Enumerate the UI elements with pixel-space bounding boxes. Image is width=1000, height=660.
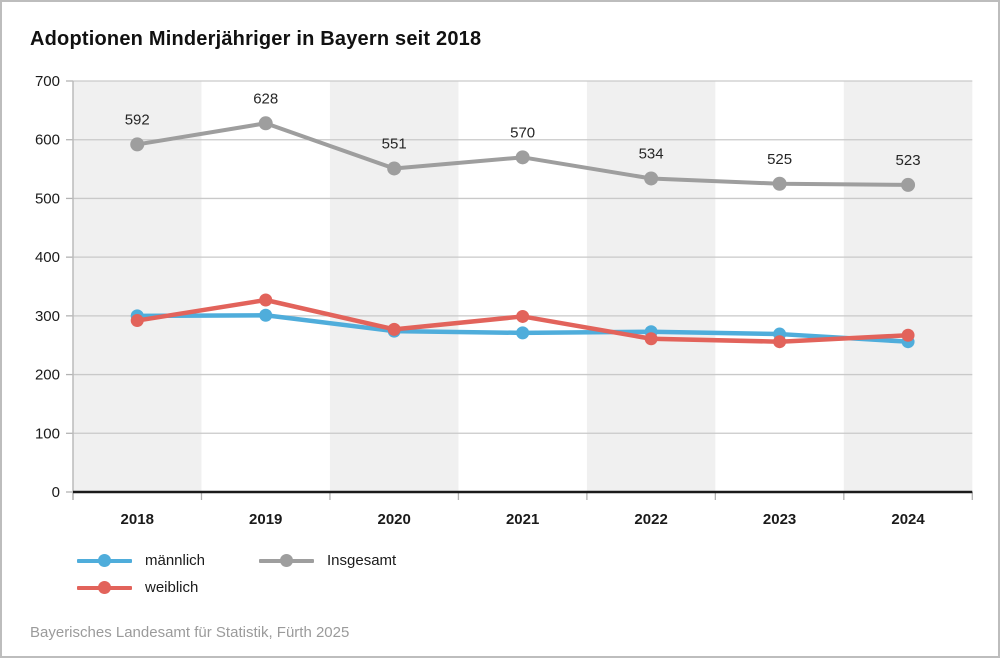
x-tick-label: 2024 [891,511,925,528]
y-tick-label: 100 [35,425,60,442]
legend-item-weiblich: weiblich [77,579,259,596]
data-point-maennlich [259,308,273,322]
x-tick-label: 2020 [377,511,410,528]
data-point-insgesamt [772,176,787,191]
legend-label-insgesamt: Insgesamt [327,552,397,569]
data-point-insgesamt [258,116,273,131]
y-tick-label: 400 [35,249,60,266]
data-point-weiblich [387,322,401,336]
data-point-insgesamt [387,161,402,176]
data-point-insgesamt [644,171,659,186]
x-tick-label: 2022 [634,511,667,528]
x-tick-label: 2019 [249,511,282,528]
legend-label-weiblich: weiblich [145,579,199,596]
data-label-insgesamt: 628 [253,90,278,107]
y-tick-label: 200 [35,367,60,384]
data-point-weiblich [644,332,658,346]
y-tick-label: 300 [35,308,60,325]
data-point-weiblich [901,328,915,342]
data-label-insgesamt: 525 [767,151,792,168]
maennlich-line-icon [77,554,132,567]
chart-legend: männlich Insgesamt weiblich [77,552,396,596]
weiblich-line-icon [77,581,132,594]
data-point-weiblich [773,335,787,349]
data-point-weiblich [516,309,530,323]
data-point-maennlich [516,326,530,340]
x-tick-label: 2021 [506,511,539,528]
insgesamt-line-icon [259,554,314,567]
data-point-weiblich [259,293,273,307]
year-band [843,81,973,492]
year-band [586,81,716,492]
data-label-insgesamt: 592 [125,111,150,128]
y-tick-label: 0 [52,484,60,501]
data-label-insgesamt: 523 [896,152,921,169]
y-tick-label: 500 [35,190,60,207]
data-label-insgesamt: 534 [639,145,664,162]
data-label-insgesamt: 570 [510,124,535,141]
data-point-insgesamt [901,177,916,192]
legend-item-insgesamt: Insgesamt [259,552,396,569]
data-point-insgesamt [130,137,145,152]
x-tick-label: 2023 [763,511,796,528]
y-tick-label: 600 [35,132,60,149]
y-tick-label: 700 [35,73,60,90]
year-band [329,81,459,492]
chart-title: Adoptionen Minderjähriger in Bayern seit… [30,28,482,50]
legend-item-maennlich: männlich [77,552,259,569]
data-point-weiblich [130,314,144,328]
data-label-insgesamt: 551 [382,135,407,152]
legend-label-maennlich: männlich [145,552,206,569]
source-note: Bayerisches Landesamt für Statistik, Für… [30,624,350,641]
x-tick-label: 2018 [121,511,154,528]
data-point-insgesamt [515,150,530,165]
